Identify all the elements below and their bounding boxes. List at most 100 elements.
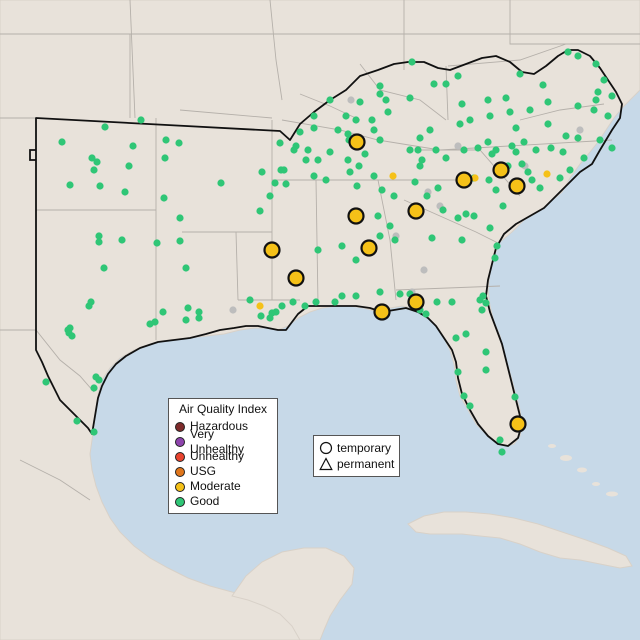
monitor-good xyxy=(482,348,490,356)
monitor-good xyxy=(526,106,534,114)
monitor-good xyxy=(458,236,466,244)
aqi-legend-item-hazardous: Hazardous xyxy=(175,419,271,434)
monitor-good xyxy=(310,112,318,120)
monitor-layer xyxy=(42,48,616,456)
monitor-good xyxy=(87,298,95,306)
monitor-good xyxy=(416,162,424,170)
aqi-legend-label: USG xyxy=(190,464,217,478)
monitor-good xyxy=(95,238,103,246)
monitor-good xyxy=(184,304,192,312)
monitor-good xyxy=(90,166,98,174)
monitor-good xyxy=(432,146,440,154)
monitor-nodata xyxy=(576,126,584,134)
monitor-good xyxy=(460,146,468,154)
monitor-moderate-temporary xyxy=(360,239,378,257)
monitor-good xyxy=(518,160,526,168)
monitor-good xyxy=(411,178,419,186)
monitor-good xyxy=(100,264,108,272)
monitor-good xyxy=(370,172,378,180)
monitor-good xyxy=(304,146,312,154)
monitor-good xyxy=(580,154,588,162)
moderate-swatch-icon xyxy=(175,481,185,492)
bahamas-islands xyxy=(548,444,618,497)
monitor-good xyxy=(491,254,499,262)
monitor-good xyxy=(161,154,169,162)
monitor-moderate-temporary xyxy=(373,303,391,321)
monitor-good xyxy=(442,154,450,162)
good-swatch-icon xyxy=(175,496,185,507)
monitor-nodata xyxy=(420,266,428,274)
monitor-good xyxy=(608,92,616,100)
monitor-good xyxy=(406,146,414,154)
aqi-legend-title: Air Quality Index xyxy=(178,402,268,416)
monitor-good xyxy=(73,417,81,425)
monitor-good xyxy=(344,156,352,164)
monitor-good xyxy=(439,206,447,214)
monitor-good xyxy=(160,194,168,202)
monitor-good xyxy=(326,148,334,156)
monitor-good xyxy=(608,144,616,152)
aqi-legend-label: Good xyxy=(190,494,220,508)
monitor-good xyxy=(182,264,190,272)
monitor-good xyxy=(368,116,376,124)
monitor-good xyxy=(246,296,254,304)
monitor-good xyxy=(592,96,600,104)
monitor-good xyxy=(280,166,288,174)
monitor-good xyxy=(532,146,540,154)
monitor-good xyxy=(428,234,436,242)
aqi-legend-item-very-unhealthy: Very Unhealthy xyxy=(175,427,271,456)
region-outline-notch xyxy=(29,149,36,161)
very-unhealthy-swatch-icon xyxy=(175,436,185,447)
monitor-moderate-temporary xyxy=(407,202,425,220)
monitor-good xyxy=(482,299,490,307)
monitor-moderate-temporary xyxy=(407,293,425,311)
monitor-good xyxy=(600,76,608,84)
monitor-moderate-temporary xyxy=(492,161,510,179)
monitor-good xyxy=(314,156,322,164)
monitor-good xyxy=(454,368,462,376)
monitor-good xyxy=(391,236,399,244)
monitor-good xyxy=(512,124,520,132)
monitor-good xyxy=(90,428,98,436)
monitor-good xyxy=(492,186,500,194)
monitor-good xyxy=(370,126,378,134)
monitor-moderate-temporary xyxy=(348,133,366,151)
hazardous-swatch-icon xyxy=(175,421,185,432)
monitor-good xyxy=(137,116,145,124)
monitor-good xyxy=(386,222,394,230)
monitor-good xyxy=(604,112,612,120)
monitor-good xyxy=(462,210,470,218)
monitor-good xyxy=(462,330,470,338)
monitor-good xyxy=(334,126,342,134)
monitor-good xyxy=(376,288,384,296)
monitor-good xyxy=(508,142,516,150)
monitor-good xyxy=(498,448,506,456)
monitor-good xyxy=(42,378,50,386)
monitor-good xyxy=(326,96,334,104)
monitor-good xyxy=(376,90,384,98)
monitor-good xyxy=(217,179,225,187)
aqi-legend: Air Quality Index Hazardous Very Unhealt… xyxy=(168,398,278,514)
monitor-good xyxy=(258,168,266,176)
monitor-good xyxy=(499,202,507,210)
monitor-good xyxy=(266,314,274,322)
monitor-good xyxy=(466,116,474,124)
monitor-good xyxy=(496,436,504,444)
monitor-type-legend: temporary permanent xyxy=(313,435,400,477)
monitor-moderate-small xyxy=(256,302,264,310)
monitor-good xyxy=(574,52,582,60)
monitor-good xyxy=(448,298,456,306)
monitor-good xyxy=(374,212,382,220)
monitor-good xyxy=(121,188,129,196)
monitor-good xyxy=(352,256,360,264)
monitor-good xyxy=(182,316,190,324)
monitor-good xyxy=(338,242,346,250)
monitor-moderate-small xyxy=(543,170,551,178)
aqi-legend-label: Unhealthy xyxy=(190,449,245,463)
monitor-good xyxy=(361,150,369,158)
aqi-legend-item-moderate: Moderate xyxy=(175,479,271,494)
monitor-good xyxy=(355,162,363,170)
monitor-good xyxy=(289,298,297,306)
monitor-good xyxy=(528,176,536,184)
monitor-good xyxy=(314,246,322,254)
